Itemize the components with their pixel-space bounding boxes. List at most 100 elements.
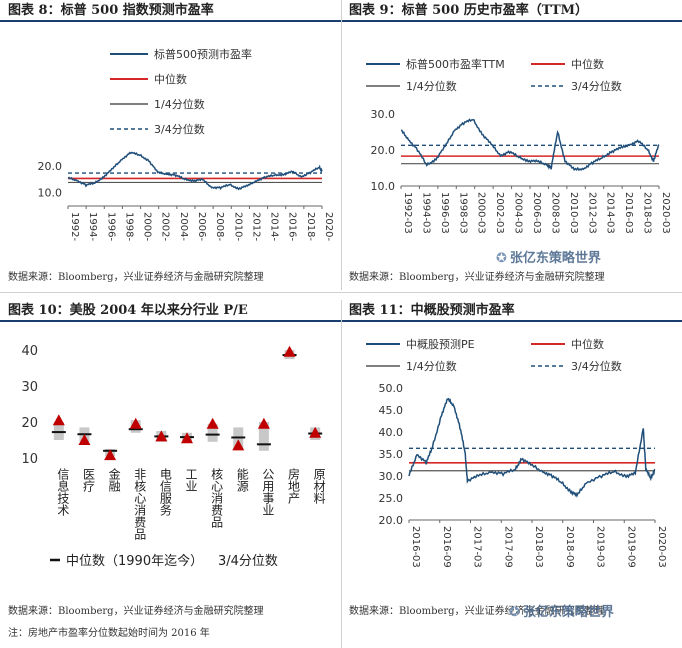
x-tick-label: 2002-: [160, 212, 171, 241]
current-marker: [129, 417, 142, 429]
y-tick-label: 30: [21, 380, 38, 395]
category-label: 非核心消费品: [133, 468, 147, 540]
panel-figure-10: 图表 10：美股 2004 年以来分行业 P/E 10 20 30 40 信息技术 医疗金…: [0, 300, 341, 648]
current-marker: [52, 414, 65, 426]
category-label: 公用事业: [261, 468, 275, 516]
current-marker: [283, 345, 296, 357]
x-tick-label: 2012-: [250, 212, 261, 241]
current-marker: [206, 417, 219, 429]
x-tick-label: 2012-03: [586, 192, 597, 234]
legend-label: 标普500预测市盈率: [154, 47, 252, 61]
panel-divider: [0, 292, 682, 293]
legend-label: 3/4分位数: [154, 122, 205, 136]
y-tick-label: 20.0: [371, 144, 396, 157]
category-label: 房地产: [287, 467, 301, 505]
x-tick-label: 1992-03: [402, 192, 413, 234]
y-tick-label: 45.0: [379, 404, 404, 417]
x-tick-label: 2018-: [305, 212, 316, 241]
x-tick-label: 2018-09: [564, 526, 575, 568]
x-tick-label: 1998-: [123, 212, 134, 241]
watermark: ✪ 张亿东策略世界: [496, 251, 601, 266]
y-tick-label: 30.0: [379, 470, 404, 483]
x-tick-label: 1996-: [105, 212, 116, 241]
x-tick-label: 2016-03: [623, 192, 634, 234]
x-tick-label: 2016-09: [441, 526, 452, 568]
x-tick-label: 1994-03: [420, 192, 431, 234]
panel-divider: [341, 0, 342, 290]
x-tick-label: 2016-: [287, 212, 298, 241]
category-label: 原材料: [312, 468, 326, 504]
category-label: 能源: [235, 468, 249, 493]
current-marker: [232, 439, 245, 451]
source-note: 数据来源：Bloomberg，兴业证券经济与金融研究院整理: [8, 606, 264, 617]
y-tick-label: 40: [21, 344, 38, 359]
y-tick-label: 30.0: [371, 108, 396, 121]
category-label: 工业: [184, 468, 198, 492]
legend-label: 中位数: [571, 337, 604, 351]
x-tick-label: 2017-03: [472, 526, 483, 568]
y-tick-label: 25.0: [379, 492, 404, 505]
x-tick-label: 1994-: [87, 212, 98, 241]
source-note: 数据来源：Bloomberg，兴业证券经济与金融研究院整理: [349, 606, 605, 617]
series-line: [67, 151, 323, 191]
x-tick-label: 2000-03: [476, 192, 487, 234]
watermark: ✪ 张亿东策略世界: [509, 605, 614, 620]
panel-figure-8: 图表 8：标普 500 指数预测市盈率 标普500预测市盈率 中位数 1/4分位数 3…: [0, 0, 341, 290]
x-tick-label: 2018-03: [533, 526, 544, 568]
x-tick-label: 2020-03: [656, 526, 667, 568]
x-tick-label: 2008-03: [549, 192, 560, 234]
legend-label: 1/4分位数: [406, 359, 457, 373]
x-tick-label: 2019-09: [625, 526, 636, 568]
x-tick-label: 2020-: [323, 212, 334, 241]
legend-label: 1/4分位数: [406, 79, 457, 93]
series-line: [408, 397, 656, 498]
y-tick-label: 40.0: [379, 426, 404, 439]
x-tick-label: 2006-: [196, 212, 207, 241]
x-tick-label: 2018-03: [642, 192, 653, 234]
current-marker: [155, 430, 168, 442]
panel-title: 图表 9：标普 500 历史市盈率（TTM）: [341, 0, 682, 22]
category-label: 金融: [107, 467, 121, 493]
x-tick-label: 1996-03: [439, 192, 450, 234]
x-tick-label: 2014-: [269, 212, 280, 241]
legend-label: 3/4分位数: [571, 359, 622, 373]
category-label: 核心消费品: [210, 468, 224, 528]
panel-figure-11: 图表 11：中概股预测市盈率 中概股预测PE 中位数 1/4分位数 3/4分位数 20.…: [341, 300, 682, 648]
box: [207, 423, 218, 442]
y-tick-label: 10.0: [371, 180, 396, 193]
legend-label: 中概股预测PE: [406, 338, 475, 351]
x-tick-label: 2006-03: [531, 192, 542, 234]
y-tick-label: 50.0: [379, 382, 404, 395]
x-tick-label: 2004-03: [513, 192, 524, 234]
legend-label: 1/4分位数: [154, 97, 205, 111]
wechat-icon: ✪: [496, 251, 507, 266]
x-tick-label: 2020-03: [660, 192, 671, 234]
chart-figure-9: 标普500市盈率TTM 中位数 1/4分位数 3/4分位数 10.0 20.0 30.0 19…: [366, 57, 671, 234]
box: [258, 422, 269, 451]
x-tick-label: 2002-03: [494, 192, 505, 234]
category-label: 医疗: [81, 468, 95, 493]
y-tick-label: 20.0: [38, 160, 63, 173]
x-tick-label: 2000-: [142, 212, 153, 241]
panel-divider: [341, 300, 342, 648]
current-marker: [309, 426, 322, 438]
source-note: 数据来源：Bloomberg，兴业证券经济与金融研究院整理: [8, 272, 264, 283]
x-tick-label: 2019-03: [595, 526, 606, 568]
y-tick-label: 35.0: [379, 448, 404, 461]
x-tick-label: 2010-03: [568, 192, 579, 234]
panel-title: 图表 8：标普 500 指数预测市盈率: [0, 0, 341, 22]
series-line: [400, 118, 660, 172]
wechat-icon: ✪: [509, 605, 520, 620]
legend-label: 3/4分位数: [571, 79, 622, 93]
source-note: 数据来源：Bloomberg，兴业证券经济与金融研究院整理: [349, 272, 605, 283]
x-tick-label: 1992-: [69, 212, 80, 241]
x-tick-label: 2016-03: [410, 526, 421, 568]
legend-label: 中位数: [571, 57, 604, 71]
legend-label: 3/4分位数: [218, 554, 278, 569]
box: [53, 422, 64, 440]
x-tick-label: 1998-03: [457, 192, 468, 234]
category-label: 电信服务: [158, 468, 172, 516]
panel-figure-9: 图表 9：标普 500 历史市盈率（TTM） 标普500市盈率TTM 中位数 1/4…: [341, 0, 682, 290]
current-marker: [104, 449, 117, 461]
